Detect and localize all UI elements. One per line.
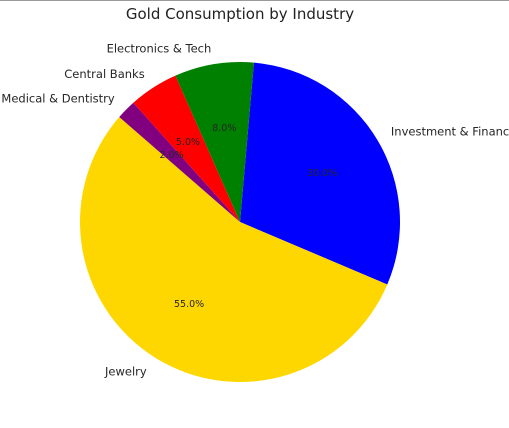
pie-slice-jewelry	[79, 117, 388, 383]
chart-title: Gold Consumption by Industry	[126, 5, 354, 23]
pct-label-central-banks: 5.0%	[176, 137, 200, 148]
pie-slice-central-banks	[133, 75, 240, 222]
top-border-line	[0, 0, 509, 1]
pct-label-investment-and-finance: 30.0%	[307, 168, 337, 179]
slice-label-investment-and-finance: Investment & Finance	[391, 124, 509, 138]
pie-slice-electronics-and-tech	[175, 62, 254, 223]
slice-label-medical-and-dentistry: Medical & Dentistry	[1, 91, 114, 105]
slice-label-electronics-and-tech: Electronics & Tech	[107, 41, 212, 55]
slice-label-jewelry: Jewelry	[104, 364, 147, 378]
pie-slice-investment-and-finance	[240, 62, 400, 285]
slice-labels: Investment & Finance Jewelry Medical & Den…	[1, 41, 509, 378]
pie-slice-medical-and-dentistry	[119, 102, 240, 222]
percentage-labels: 30.0% 55.0% 2.0% 5.0% 8.0%	[160, 123, 338, 310]
pie-slices	[79, 62, 400, 383]
pct-label-electronics-and-tech: 8.0%	[212, 123, 236, 134]
pct-label-medical-and-dentistry: 2.0%	[160, 150, 184, 161]
slice-label-central-banks: Central Banks	[64, 67, 144, 81]
pct-label-jewelry: 55.0%	[174, 299, 204, 310]
